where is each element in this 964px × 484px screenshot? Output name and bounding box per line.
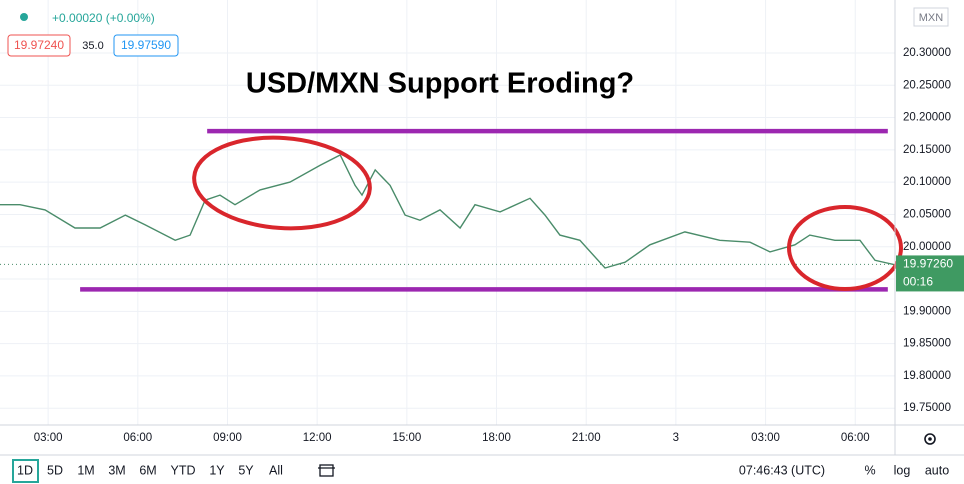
spread: 35.0 (82, 40, 103, 52)
range-button[interactable]: 3M (108, 463, 125, 477)
y-tick-label: 20.00000 (903, 241, 951, 253)
range-button[interactable]: 5D (47, 463, 63, 477)
y-tick-label: 20.15000 (903, 144, 951, 156)
countdown: 00:16 (903, 275, 933, 289)
x-tick-label: 21:00 (572, 432, 601, 444)
range-button[interactable]: 1M (77, 463, 94, 477)
scale-option[interactable]: log (894, 463, 911, 477)
y-tick-label: 20.30000 (903, 47, 951, 59)
y-tick-label: 19.90000 (903, 305, 951, 317)
x-tick-label: 06:00 (123, 432, 152, 444)
bid-box[interactable] (7, 34, 71, 57)
range-button[interactable]: 1Y (209, 463, 225, 477)
y-tick-label: 20.20000 (903, 112, 951, 124)
clock: 07:46:43 (UTC) (739, 463, 825, 477)
x-tick-label: 06:00 (841, 432, 870, 444)
ask: 19.97590 (121, 38, 171, 52)
y-tick-label: 19.80000 (903, 370, 951, 382)
x-tick-label: 09:00 (213, 432, 242, 444)
currency-badge (913, 7, 949, 27)
plot (0, 128, 896, 292)
range-button[interactable]: YTD (171, 463, 196, 477)
x-tick-label: 03:00 (751, 432, 780, 444)
x-tick-label: 18:00 (482, 432, 511, 444)
chart-title: USD/MXN Support Eroding? (246, 68, 634, 100)
y-tick-label: 20.05000 (903, 208, 951, 220)
compare-icon[interactable] (318, 464, 335, 477)
active-range (12, 459, 39, 483)
grid (0, 0, 895, 425)
last-price-label: 19.97260 (903, 257, 953, 271)
ask-box[interactable] (113, 34, 179, 57)
price-line (0, 154, 896, 269)
y-tick-label: 19.85000 (903, 338, 951, 350)
x-tick-label: 12:00 (303, 432, 332, 444)
range-button[interactable]: All (269, 463, 283, 477)
y-tick-label: 19.75000 (903, 402, 951, 414)
status-dot (20, 13, 28, 21)
y-tick-label: 20.10000 (903, 176, 951, 188)
last-price-box (896, 255, 964, 292)
price-change: +0.00020 (+0.00%) (52, 11, 155, 25)
range-button[interactable]: 6M (139, 463, 156, 477)
highlight-circle (787, 205, 903, 291)
x-tick-label: 15:00 (392, 432, 421, 444)
toolbar: 1D 5D 1M 3M 6M YTD 1Y 5Y All% log auto (17, 463, 949, 477)
x-tick-label: 03:00 (34, 432, 63, 444)
settings-icon[interactable] (924, 433, 936, 445)
y-tick-label: 20.25000 (903, 79, 951, 91)
scale-option[interactable]: auto (925, 463, 949, 477)
bid: 19.97240 (14, 38, 64, 52)
x-tick-label: 3 (673, 432, 679, 444)
range-button[interactable]: 5Y (238, 463, 254, 477)
range-button[interactable]: 1D (17, 463, 33, 477)
scale-option[interactable]: % (864, 463, 875, 477)
highlight-circle (192, 135, 372, 231)
currency: MXN (919, 12, 944, 24)
axes: 19.7500019.8000019.8500019.9000019.95000… (34, 47, 964, 444)
